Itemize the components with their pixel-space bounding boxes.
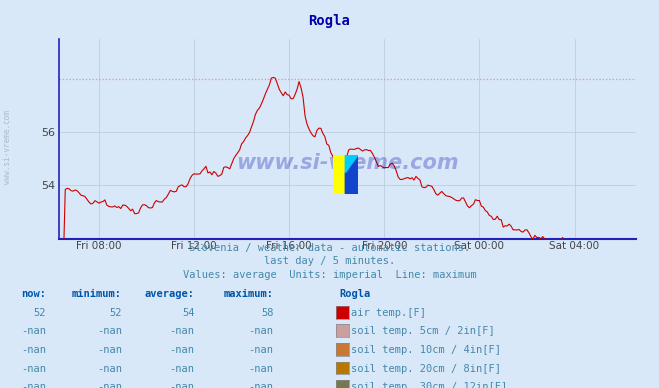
Text: 52: 52 bbox=[109, 308, 122, 318]
Text: 52: 52 bbox=[34, 308, 46, 318]
Text: maximum:: maximum: bbox=[223, 289, 273, 299]
Text: -nan: -nan bbox=[97, 326, 122, 336]
Text: soil temp. 20cm / 8in[F]: soil temp. 20cm / 8in[F] bbox=[351, 364, 501, 374]
Text: www.si-vreme.com: www.si-vreme.com bbox=[3, 111, 13, 184]
Text: soil temp. 10cm / 4in[F]: soil temp. 10cm / 4in[F] bbox=[351, 345, 501, 355]
Text: Values: average  Units: imperial  Line: maximum: Values: average Units: imperial Line: ma… bbox=[183, 270, 476, 280]
Text: 54: 54 bbox=[182, 308, 194, 318]
Text: www.si-vreme.com: www.si-vreme.com bbox=[237, 153, 459, 173]
Text: -nan: -nan bbox=[169, 326, 194, 336]
Text: -nan: -nan bbox=[21, 345, 46, 355]
Text: air temp.[F]: air temp.[F] bbox=[351, 308, 426, 318]
Text: -nan: -nan bbox=[169, 364, 194, 374]
Text: -nan: -nan bbox=[21, 326, 46, 336]
Text: -nan: -nan bbox=[248, 345, 273, 355]
Text: soil temp. 30cm / 12in[F]: soil temp. 30cm / 12in[F] bbox=[351, 382, 507, 388]
Text: -nan: -nan bbox=[248, 382, 273, 388]
Text: -nan: -nan bbox=[169, 345, 194, 355]
Text: -nan: -nan bbox=[21, 382, 46, 388]
Text: Rogla: Rogla bbox=[339, 289, 370, 299]
Text: soil temp. 5cm / 2in[F]: soil temp. 5cm / 2in[F] bbox=[351, 326, 495, 336]
Text: -nan: -nan bbox=[248, 326, 273, 336]
Text: -nan: -nan bbox=[97, 382, 122, 388]
Text: -nan: -nan bbox=[97, 364, 122, 374]
Text: -nan: -nan bbox=[248, 364, 273, 374]
Text: -nan: -nan bbox=[169, 382, 194, 388]
Polygon shape bbox=[345, 155, 358, 173]
Text: Slovenia / weather data - automatic stations.: Slovenia / weather data - automatic stat… bbox=[189, 242, 470, 253]
Text: 58: 58 bbox=[261, 308, 273, 318]
Text: -nan: -nan bbox=[21, 364, 46, 374]
Text: last day / 5 minutes.: last day / 5 minutes. bbox=[264, 256, 395, 266]
Text: -nan: -nan bbox=[97, 345, 122, 355]
Polygon shape bbox=[333, 155, 345, 194]
Text: average:: average: bbox=[144, 289, 194, 299]
Text: minimum:: minimum: bbox=[72, 289, 122, 299]
Text: now:: now: bbox=[21, 289, 46, 299]
Polygon shape bbox=[345, 155, 358, 194]
Text: Rogla: Rogla bbox=[308, 14, 351, 28]
